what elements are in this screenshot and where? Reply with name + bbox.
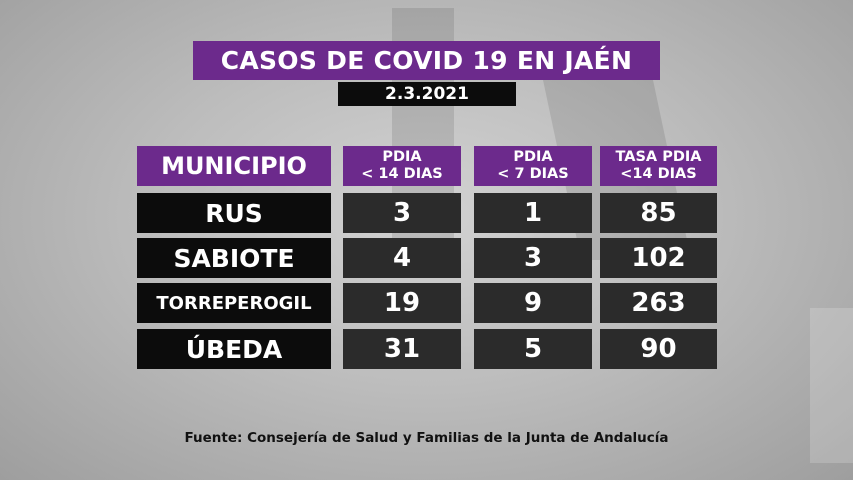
row-pdia-7: 9 (474, 283, 592, 323)
row-tasa: 263 (600, 283, 717, 323)
header-municipio: MUNICIPIO (137, 146, 331, 186)
header-line: <14 DIAS (620, 166, 697, 182)
row-tasa: 85 (600, 193, 717, 233)
row-pdia-14: 19 (343, 283, 461, 323)
header-pdia-7: PDIA < 7 DIAS (474, 146, 592, 186)
page-title: CASOS DE COVID 19 EN JAÉN (193, 41, 660, 80)
row-pdia-7: 5 (474, 329, 592, 369)
header-line: PDIA (513, 149, 553, 165)
row-pdia-7: 1 (474, 193, 592, 233)
row-municipio: SABIOTE (137, 238, 331, 278)
row-pdia-14: 3 (343, 193, 461, 233)
row-municipio: RUS (137, 193, 331, 233)
header-line: < 7 DIAS (497, 166, 569, 182)
row-pdia-14: 4 (343, 238, 461, 278)
source-note: Fuente: Consejería de Salud y Familias d… (184, 430, 669, 446)
row-pdia-7: 3 (474, 238, 592, 278)
header-line: TASA PDIA (615, 149, 702, 165)
date-label: 2.3.2021 (338, 82, 516, 106)
header-line: PDIA (382, 149, 422, 165)
row-municipio: ÚBEDA (137, 329, 331, 369)
row-pdia-14: 31 (343, 329, 461, 369)
row-municipio: TORREPEROGIL (137, 283, 331, 323)
row-tasa: 90 (600, 329, 717, 369)
header-pdia-14: PDIA < 14 DIAS (343, 146, 461, 186)
background-panel-shape (810, 308, 853, 463)
header-line: < 14 DIAS (361, 166, 443, 182)
row-tasa: 102 (600, 238, 717, 278)
header-tasa: TASA PDIA <14 DIAS (600, 146, 717, 186)
